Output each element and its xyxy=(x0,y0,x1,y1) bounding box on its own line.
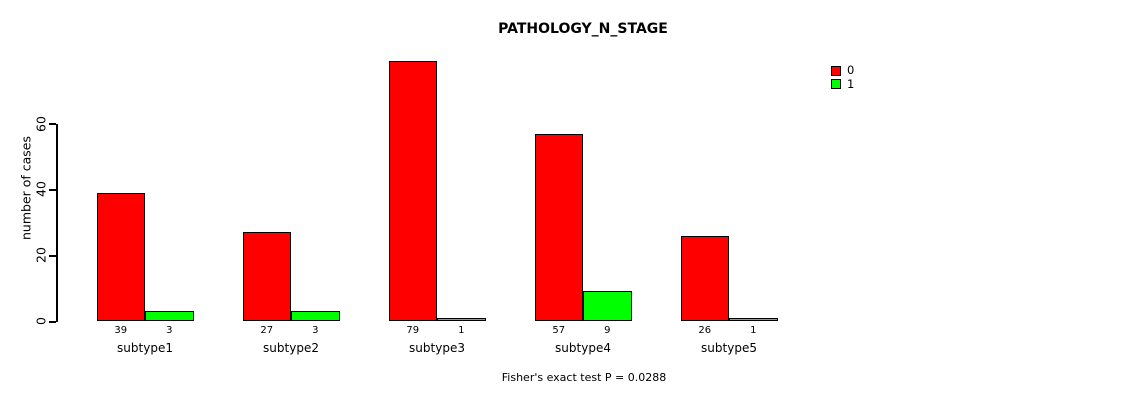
bar-subtype2-series0 xyxy=(242,232,291,321)
bar-subtype1-series1 xyxy=(145,311,194,321)
y-axis-tick-label: 20 xyxy=(33,247,49,264)
x-axis-label-subtype2: subtype2 xyxy=(263,341,319,355)
bar-subtype4-series0 xyxy=(534,133,583,321)
bar-value-label: 3 xyxy=(166,325,173,336)
bar-subtype4-series1 xyxy=(583,291,632,321)
y-axis-tick-label: 40 xyxy=(33,181,49,198)
legend-item-1: 1 xyxy=(831,76,855,91)
bar-subtype2-series1 xyxy=(291,311,340,321)
y-axis-tick xyxy=(49,320,56,323)
bar-subtype1-series0 xyxy=(96,192,145,321)
bar-subtype3-series1 xyxy=(437,317,486,321)
legend-item-0: 0 xyxy=(831,63,855,77)
y-axis-label: number of cases xyxy=(18,135,34,241)
legend-label: 1 xyxy=(847,76,855,91)
legend-label: 0 xyxy=(847,63,855,77)
annotation-fisher-test: Fisher's exact test P = 0.0288 xyxy=(501,371,667,384)
legend-swatch-icon xyxy=(831,79,841,90)
bar-subtype5-series1 xyxy=(729,317,778,321)
bar-value-label: 1 xyxy=(458,325,465,336)
bar-value-label: 9 xyxy=(604,325,611,336)
y-axis-tick-label: 0 xyxy=(33,317,49,325)
y-axis-tick xyxy=(49,254,56,257)
y-axis-tick xyxy=(49,188,56,191)
chart-title: PATHOLOGY_N_STAGE xyxy=(498,21,668,37)
y-axis-line xyxy=(56,123,58,323)
x-axis-label-subtype4: subtype4 xyxy=(555,341,611,355)
bar-value-label: 57 xyxy=(552,325,566,336)
bar-value-label: 27 xyxy=(260,325,274,336)
bar-value-label: 39 xyxy=(114,325,128,336)
bar-value-label: 3 xyxy=(312,325,319,336)
x-axis-label-subtype1: subtype1 xyxy=(117,341,173,355)
x-axis-label-subtype3: subtype3 xyxy=(409,341,465,355)
y-axis-tick xyxy=(49,123,56,126)
bar-value-label: 26 xyxy=(698,325,712,336)
y-axis-tick-label: 60 xyxy=(33,115,49,132)
bar-subtype3-series0 xyxy=(388,61,437,321)
x-axis-label-subtype5: subtype5 xyxy=(701,341,757,355)
bar-subtype5-series0 xyxy=(680,235,729,321)
bar-value-label: 79 xyxy=(406,325,420,336)
legend-swatch-icon xyxy=(831,65,841,76)
bar-value-label: 1 xyxy=(750,325,757,336)
